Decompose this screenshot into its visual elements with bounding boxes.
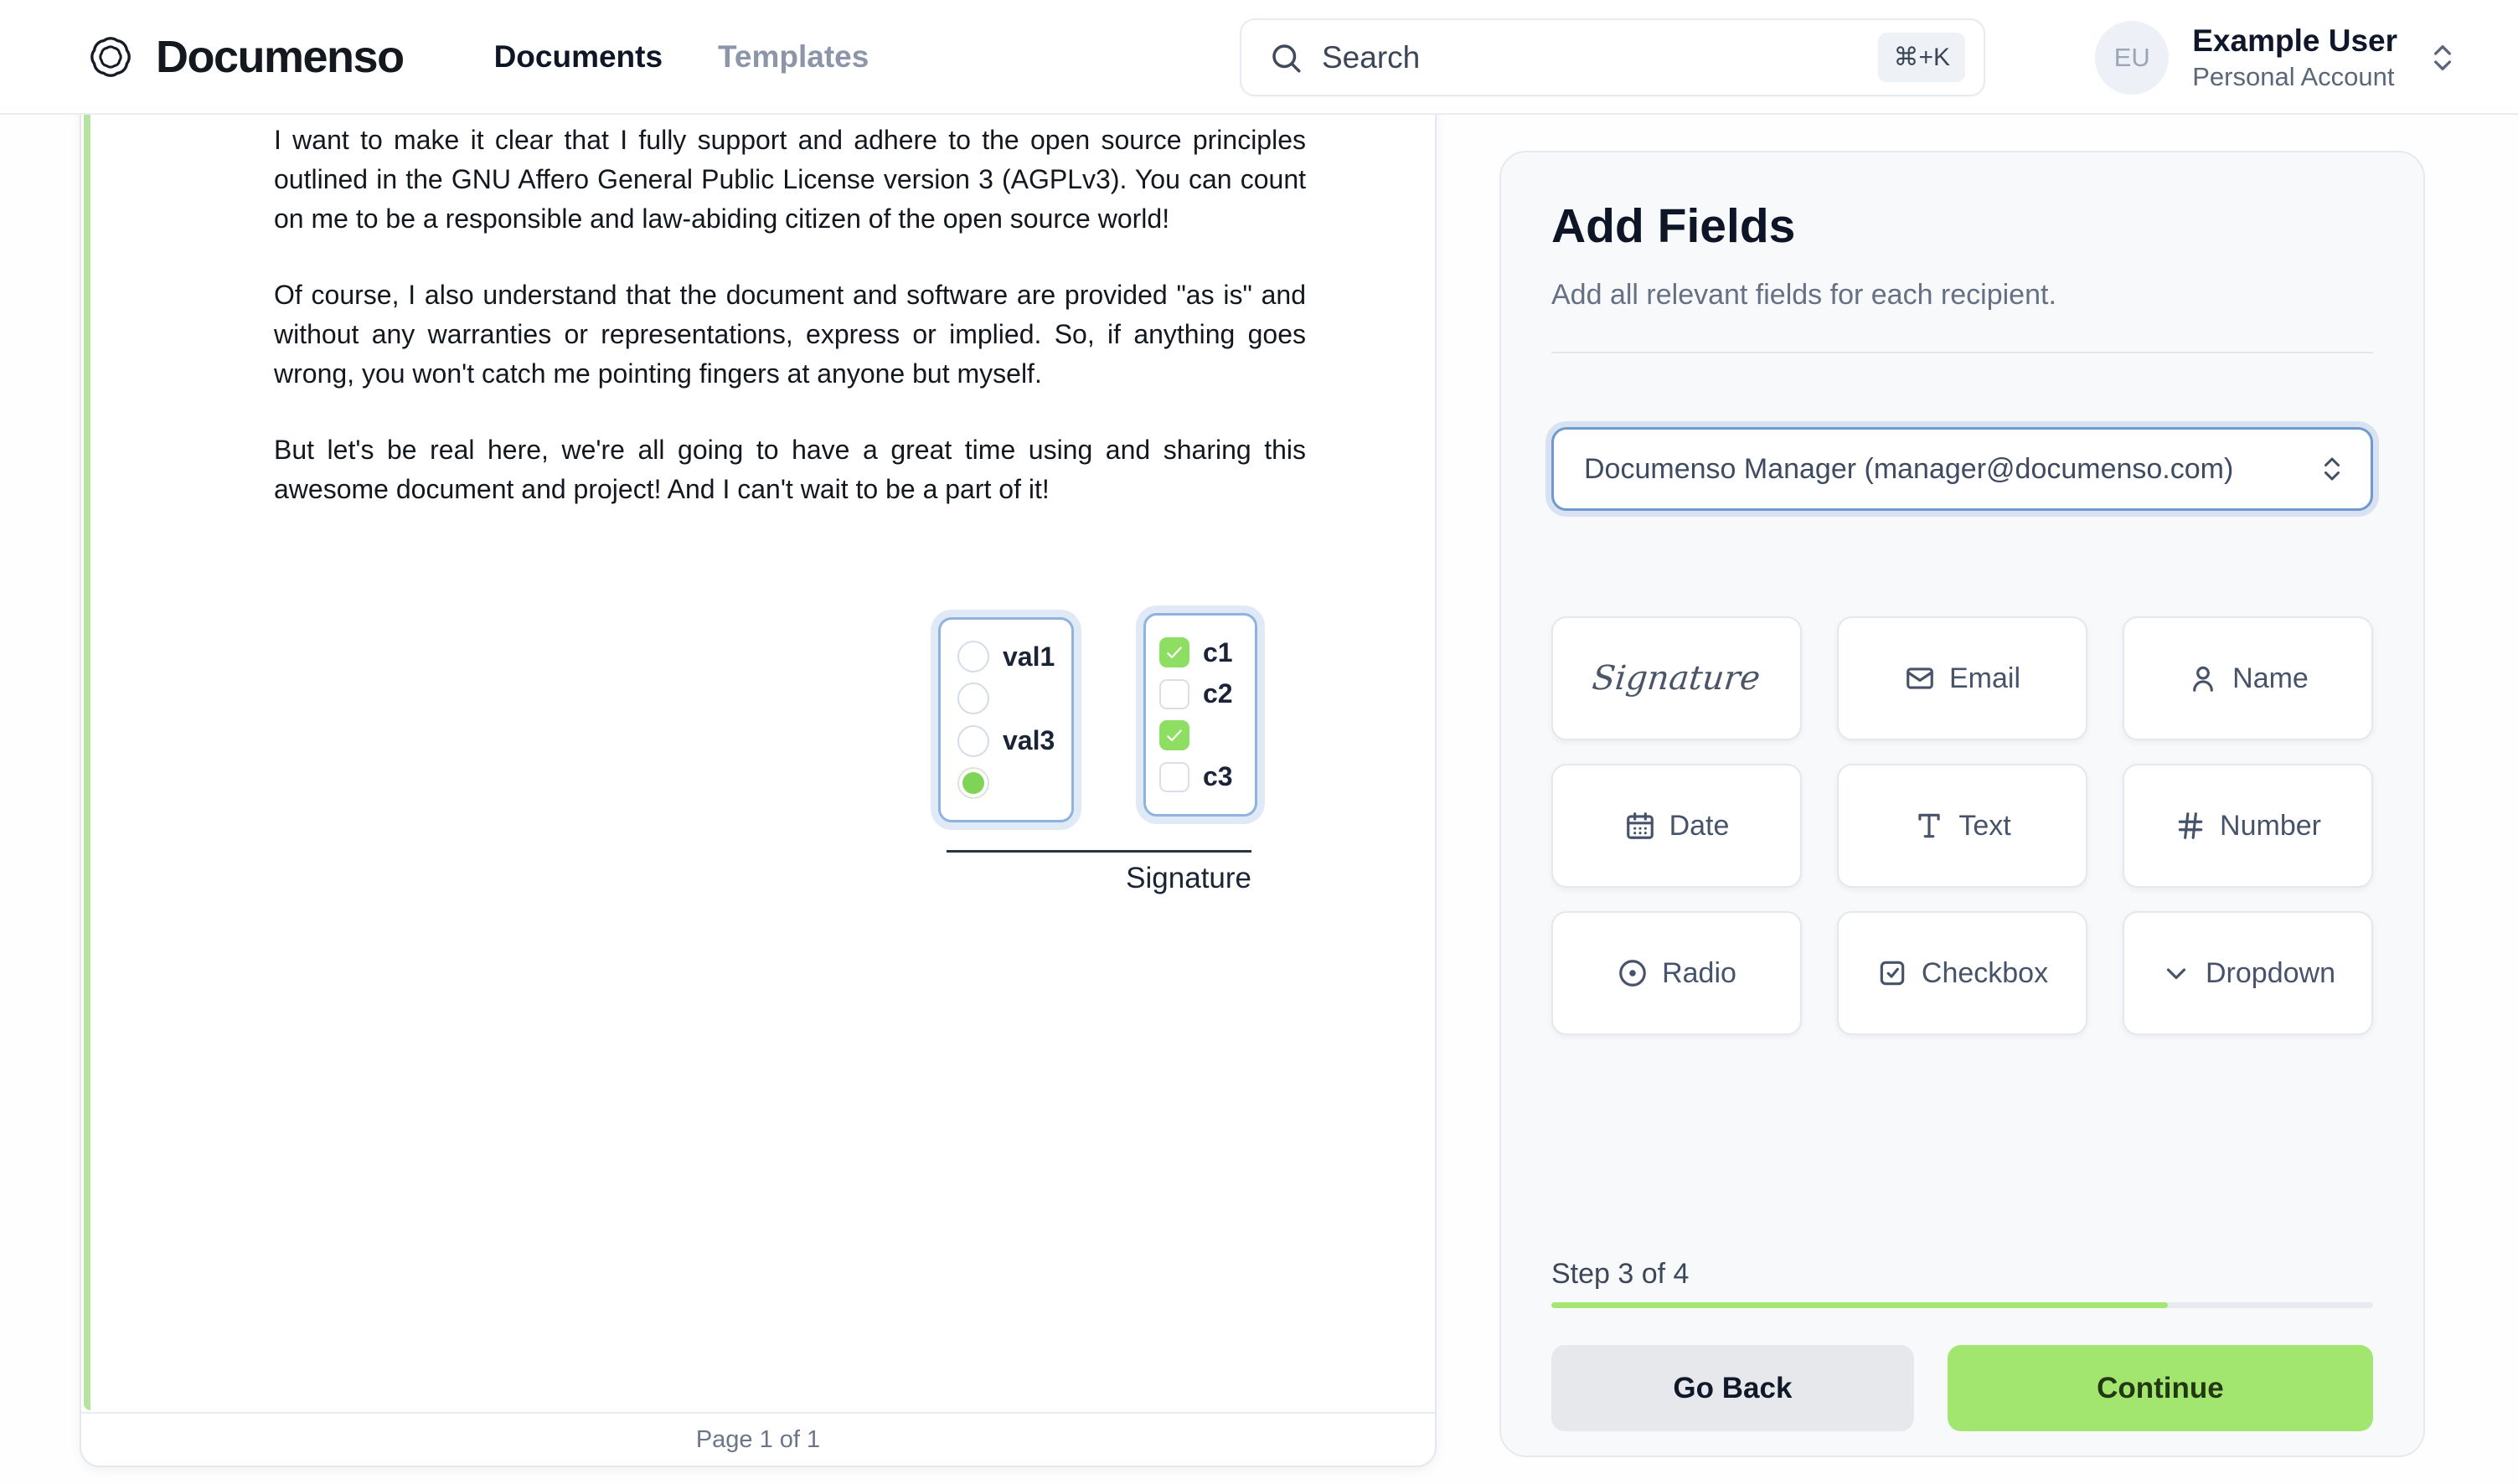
signature-script-label: Signature — [1591, 659, 1762, 698]
checkbox-option-label: c2 — [1203, 678, 1233, 709]
signature-label: Signature — [1126, 862, 1251, 894]
field-buttons-grid: Signature Email Name Date Text Number Radio Che… — [1551, 616, 2373, 1035]
nav-item-templates[interactable]: Templates — [718, 39, 869, 74]
field-button-date[interactable]: Date — [1551, 764, 1802, 888]
user-menu[interactable]: EU Example User Personal Account — [2095, 0, 2459, 115]
field-button-label: Number — [2220, 809, 2321, 842]
field-button-radio[interactable]: Radio — [1551, 911, 1802, 1035]
recipient-color-stripe — [84, 115, 90, 1410]
radio-field-group[interactable]: val1 val3 — [938, 617, 1074, 822]
field-button-signature[interactable]: Signature — [1551, 616, 1802, 740]
checkbox-option[interactable]: c3 — [1159, 759, 1243, 796]
checkbox-option-label: c3 — [1203, 761, 1233, 792]
radio-unselected-icon[interactable] — [957, 724, 989, 757]
document-page: I want to make it clear that I fully sup… — [274, 121, 1306, 546]
check-icon — [1167, 647, 1182, 658]
user-icon — [2193, 666, 2214, 692]
signature-line — [947, 850, 1251, 853]
chevron-down-icon — [2166, 968, 2186, 980]
field-button-name[interactable]: Name — [2123, 616, 2373, 740]
radio-dot — [962, 771, 984, 794]
avatar: EU — [2095, 20, 2170, 95]
field-button-text[interactable]: Text — [1837, 764, 2087, 888]
checkbox-option[interactable]: c2 — [1159, 676, 1243, 713]
check-icon — [1167, 729, 1182, 742]
panel-actions: Go Back Continue — [1551, 1345, 2373, 1431]
field-button-checkbox[interactable]: Checkbox — [1837, 911, 2087, 1035]
field-button-label: Dropdown — [2206, 956, 2335, 989]
radio-option[interactable]: val1 — [957, 638, 1060, 675]
document-paragraph: I want to make it clear that I fully sup… — [274, 125, 1306, 234]
field-button-label: Date — [1669, 809, 1730, 842]
nav-item-documents[interactable]: Documents — [493, 39, 663, 74]
radio-option[interactable] — [957, 765, 1060, 801]
field-button-label: Email — [1948, 662, 2021, 694]
checkbox-field-group[interactable]: c1 c2 c3 — [1143, 613, 1257, 817]
checkbox-unchecked-icon[interactable] — [1159, 761, 1189, 792]
panel-subtitle: Add all relevant fields for each recipie… — [1551, 279, 2056, 311]
chevrons-up-down-icon — [2325, 457, 2340, 481]
panel-title: Add Fields — [1551, 199, 1796, 253]
brand-name: Documenso — [156, 31, 405, 82]
radio-selected-icon[interactable] — [957, 766, 989, 799]
document-paragraph: Of course, I also understand that the do… — [274, 280, 1306, 389]
go-back-button[interactable]: Go Back — [1551, 1345, 1914, 1431]
square-check-icon — [1880, 961, 1905, 986]
checkbox-option-label: c1 — [1203, 636, 1233, 667]
field-button-label: Radio — [1662, 956, 1736, 989]
radio-option-label: val3 — [1003, 725, 1055, 756]
radio-unselected-icon[interactable] — [957, 641, 989, 672]
search-input[interactable] — [1322, 39, 1879, 75]
field-button-label: Checkbox — [1921, 956, 2049, 989]
main-nav: Documents Templates — [494, 39, 869, 75]
radio-option[interactable] — [957, 680, 1060, 717]
checkbox-unchecked-icon[interactable] — [1159, 678, 1189, 709]
calendar-icon — [1626, 812, 1654, 839]
recipient-selector[interactable]: Documenso Manager (manager@documenso.com… — [1551, 427, 2373, 511]
chevrons-up-down-icon — [2434, 44, 2451, 70]
brand-logo[interactable]: Documenso — [84, 30, 405, 84]
document-viewer: I want to make it clear that I fully sup… — [80, 115, 1437, 1467]
page-indicator: Page 1 of 1 — [81, 1412, 1435, 1466]
field-button-label: Name — [2232, 662, 2309, 694]
radio-option-label: val1 — [1003, 641, 1055, 672]
top-navbar: Documenso Documents Templates ⌘+K EU Exam… — [0, 0, 2518, 115]
documenso-seal-icon — [90, 36, 131, 77]
search-shortcut-badge: ⌘+K — [1878, 33, 1965, 82]
user-name: Example User — [2192, 23, 2397, 58]
circle-dot-icon — [1619, 960, 1646, 987]
document-paragraph: But let's be real here, we're all going … — [274, 435, 1306, 504]
checkbox-option[interactable] — [1159, 717, 1243, 754]
hash-icon — [2178, 812, 2203, 839]
recipient-selector-value: Documenso Manager (manager@documenso.com… — [1584, 452, 2234, 485]
field-button-label: Text — [1958, 809, 2011, 842]
type-icon — [1918, 813, 1940, 838]
checkbox-option[interactable]: c1 — [1159, 634, 1243, 671]
panel-divider — [1551, 352, 2373, 353]
radio-option[interactable]: val3 — [957, 723, 1060, 760]
radio-unselected-icon[interactable] — [957, 683, 989, 715]
main-content: I want to make it clear that I fully sup… — [0, 115, 2518, 1484]
continue-button[interactable]: Continue — [1947, 1345, 2373, 1431]
step-indicator: Step 3 of 4 — [1551, 1258, 1690, 1290]
field-button-number[interactable]: Number — [2123, 764, 2373, 888]
checkbox-checked-icon[interactable] — [1159, 720, 1189, 751]
search-box[interactable]: ⌘+K — [1240, 18, 1985, 96]
envelope-icon — [1907, 667, 1933, 689]
search-icon — [1272, 44, 1301, 72]
user-account-type: Personal Account — [2192, 61, 2395, 91]
checkbox-checked-icon[interactable] — [1159, 637, 1189, 667]
progress-bar-fill — [1551, 1302, 2168, 1308]
field-button-dropdown[interactable]: Dropdown — [2123, 911, 2373, 1035]
add-fields-panel: Add Fields Add all relevant fields for e… — [1499, 151, 2425, 1457]
progress-bar — [1551, 1302, 2373, 1308]
field-button-email[interactable]: Email — [1837, 616, 2087, 740]
